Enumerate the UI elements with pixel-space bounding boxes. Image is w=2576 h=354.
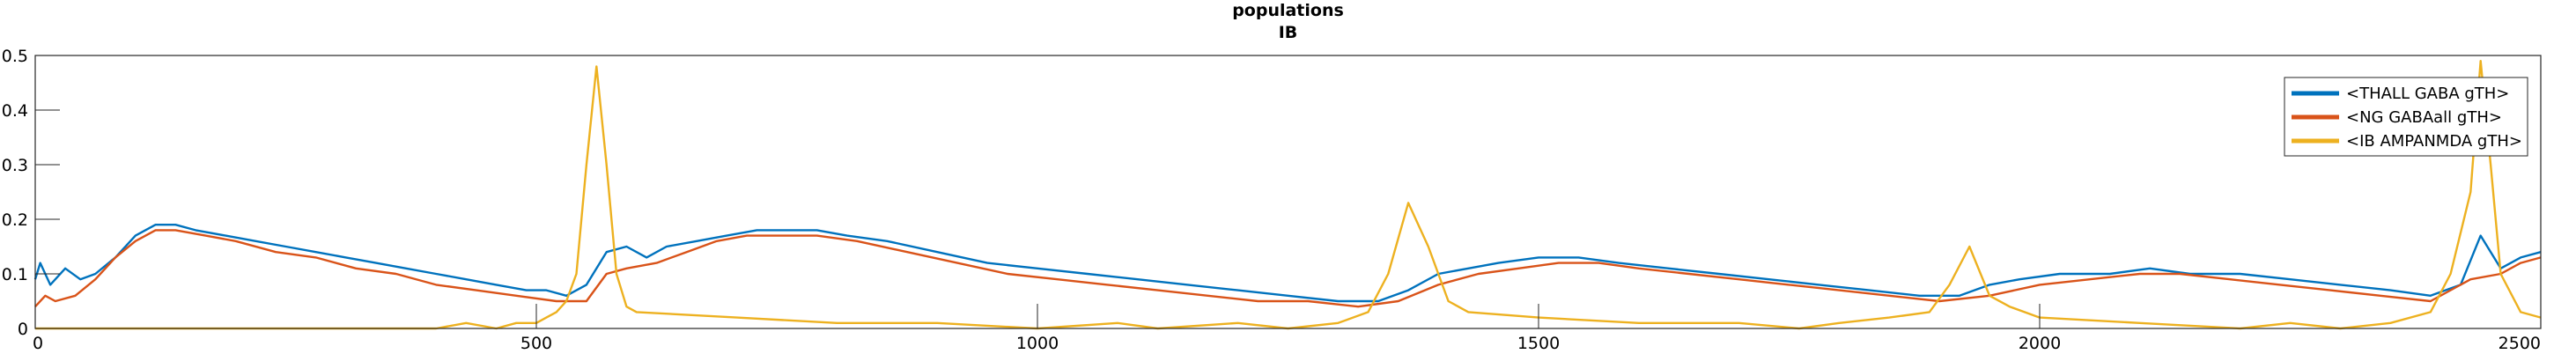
- chart-subtitle: IB: [1278, 23, 1298, 42]
- y-tick-label-5: 0.4: [2, 101, 28, 121]
- x-tick-label-5: 2000: [2019, 334, 2061, 353]
- series-line-3: [35, 60, 2542, 330]
- y-tick-label-1: 0: [18, 320, 28, 339]
- y-tick-label-2: 0.1: [2, 265, 28, 284]
- x-tick-label-4: 1500: [1517, 334, 1560, 353]
- series-line-2: [34, 229, 2542, 308]
- x-tick-label-1: 0: [33, 334, 43, 353]
- chart-title-block: populations IB: [0, 0, 2576, 44]
- chart-title: populations: [1232, 1, 1344, 20]
- axis-layer: 0 500 1000 1500 2000 2500 0 0.1 0.2 0.3 0.4 0.5: [2, 47, 2542, 353]
- legend-label-2: <NG GABAall gTH>: [2346, 108, 2502, 127]
- y-tick-label-4: 0.3: [2, 156, 28, 175]
- series-line-1: [33, 224, 2542, 303]
- y-tick-label-3: 0.2: [2, 210, 28, 230]
- y-tick-label-6: 0.5: [2, 47, 28, 66]
- legend-label-3: <IB AMPANMDA gTH>: [2346, 132, 2522, 151]
- x-tick-label-2: 500: [520, 334, 552, 353]
- series-layer: [33, 60, 2542, 330]
- plot-frame: [34, 55, 2542, 329]
- legend: <THALL GABA gTH> <NG GABAall gTH> <IB AMPA…: [2284, 77, 2528, 157]
- x-tick-label-3: 1000: [1016, 334, 1059, 353]
- legend-label-1: <THALL GABA gTH>: [2346, 85, 2509, 103]
- x-tick-label-6: 2500: [2498, 334, 2541, 353]
